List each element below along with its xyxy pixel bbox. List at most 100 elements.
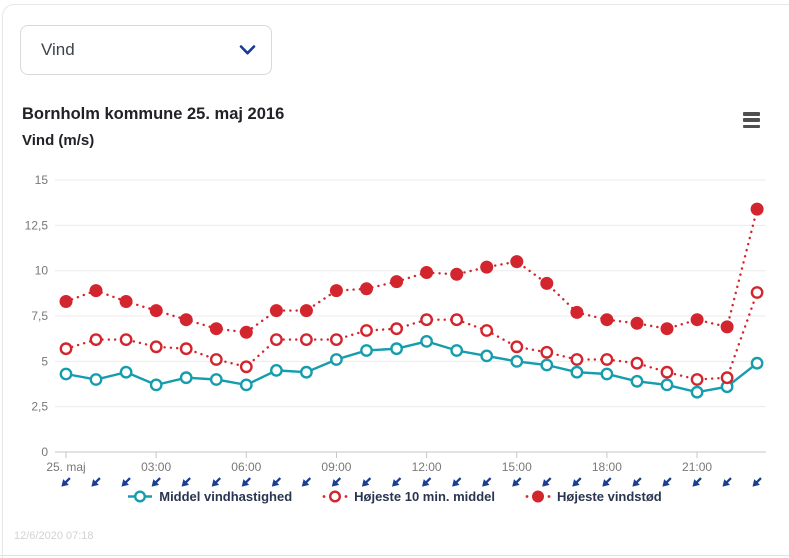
data-point[interactable]: [660, 378, 674, 392]
data-point[interactable]: [209, 373, 223, 386]
data-point[interactable]: [360, 324, 373, 337]
data-point[interactable]: [690, 385, 704, 399]
data-point[interactable]: [239, 360, 253, 374]
data-point[interactable]: [269, 304, 283, 318]
data-point[interactable]: [119, 295, 133, 308]
data-point[interactable]: [299, 304, 313, 318]
data-point[interactable]: [59, 342, 73, 356]
x-tick-label: 15:00: [502, 460, 532, 474]
data-point[interactable]: [600, 353, 614, 366]
legend-item-h-jeste-10-min-middel[interactable]: Højeste 10 min. middel: [322, 489, 495, 504]
data-point[interactable]: [750, 202, 764, 216]
data-point[interactable]: [750, 356, 764, 370]
legend-item-middel-vindhastighed[interactable]: Middel vindhastighed: [127, 489, 292, 504]
data-point[interactable]: [209, 322, 223, 336]
data-point[interactable]: [89, 373, 103, 386]
data-point[interactable]: [690, 313, 704, 327]
data-point[interactable]: [600, 367, 614, 381]
hamburger-icon[interactable]: [743, 112, 761, 131]
data-point[interactable]: [510, 354, 524, 368]
parameter-dropdown[interactable]: Vind: [20, 25, 272, 75]
wind-direction-arrow: [181, 477, 191, 487]
data-point[interactable]: [390, 342, 403, 356]
wind-direction-arrow: [452, 477, 462, 487]
x-tick-label: 18:00: [592, 460, 622, 474]
data-point[interactable]: [480, 324, 494, 337]
wind-direction-arrow: [241, 477, 252, 487]
data-point[interactable]: [390, 275, 404, 289]
data-point[interactable]: [390, 322, 403, 336]
wind-direction-arrow: [361, 477, 372, 487]
data-point[interactable]: [570, 353, 584, 366]
series-line: [65, 340, 758, 394]
data-point[interactable]: [450, 344, 464, 357]
filled-circle-marker-icon: [525, 490, 551, 503]
data-point[interactable]: [420, 334, 433, 348]
data-point[interactable]: [149, 378, 163, 392]
data-point[interactable]: [119, 365, 133, 379]
bottom-divider: [0, 555, 789, 556]
data-point[interactable]: [209, 353, 223, 366]
data-point[interactable]: [510, 255, 524, 269]
data-point[interactable]: [269, 363, 283, 377]
data-point[interactable]: [630, 316, 644, 330]
data-point[interactable]: [450, 267, 464, 281]
data-point[interactable]: [179, 313, 193, 327]
data-point[interactable]: [59, 367, 73, 381]
data-point[interactable]: [720, 371, 734, 385]
wind-direction-arrow: [392, 477, 402, 487]
data-point[interactable]: [420, 266, 434, 279]
wind-direction-arrow: [632, 477, 642, 487]
wind-direction-arrow: [722, 477, 732, 487]
data-point[interactable]: [239, 378, 253, 392]
data-point[interactable]: [299, 365, 313, 379]
data-point[interactable]: [149, 340, 163, 354]
data-point[interactable]: [540, 358, 554, 372]
data-point[interactable]: [269, 333, 283, 346]
wind-direction-arrow: [752, 477, 762, 487]
data-point[interactable]: [510, 340, 524, 354]
data-point[interactable]: [720, 320, 734, 334]
data-point[interactable]: [420, 313, 433, 327]
wind-direction-arrow: [602, 477, 612, 487]
data-point[interactable]: [570, 365, 584, 379]
data-point[interactable]: [299, 333, 313, 346]
x-tick-label: 06:00: [231, 460, 261, 474]
data-point[interactable]: [149, 304, 163, 318]
data-point[interactable]: [480, 260, 494, 274]
data-point[interactable]: [179, 342, 193, 356]
data-point[interactable]: [600, 313, 614, 327]
data-point[interactable]: [89, 333, 103, 346]
data-point[interactable]: [540, 345, 554, 359]
x-tick-label: 09:00: [321, 460, 351, 474]
wind-direction-arrow: [512, 477, 522, 487]
data-point[interactable]: [660, 322, 674, 336]
data-point[interactable]: [450, 313, 464, 327]
data-point[interactable]: [89, 284, 103, 298]
data-point[interactable]: [690, 373, 704, 386]
data-point[interactable]: [179, 371, 193, 385]
data-point[interactable]: [59, 295, 73, 308]
parameter-dropdown-value: Vind: [41, 40, 75, 59]
data-point[interactable]: [360, 344, 373, 357]
x-tick-label: 12:00: [412, 460, 442, 474]
y-tick-label: 10: [35, 264, 49, 278]
data-point[interactable]: [630, 374, 644, 388]
chevron-down-icon: [239, 44, 256, 54]
data-point[interactable]: [239, 325, 253, 339]
data-point[interactable]: [540, 276, 554, 290]
legend-item-h-jeste-vindst-d[interactable]: Højeste vindstød: [525, 489, 662, 504]
data-point[interactable]: [329, 353, 343, 366]
x-tick-label: 21:00: [682, 460, 712, 474]
data-point[interactable]: [329, 333, 343, 346]
wind-direction-arrow: [662, 477, 672, 487]
data-point[interactable]: [480, 349, 494, 363]
data-point[interactable]: [570, 305, 584, 319]
data-point[interactable]: [630, 356, 644, 370]
data-point[interactable]: [360, 282, 373, 296]
data-point[interactable]: [119, 333, 133, 346]
data-point[interactable]: [750, 286, 764, 299]
data-point[interactable]: [329, 284, 343, 298]
wind-direction-row: [61, 477, 762, 487]
data-point[interactable]: [660, 365, 674, 379]
